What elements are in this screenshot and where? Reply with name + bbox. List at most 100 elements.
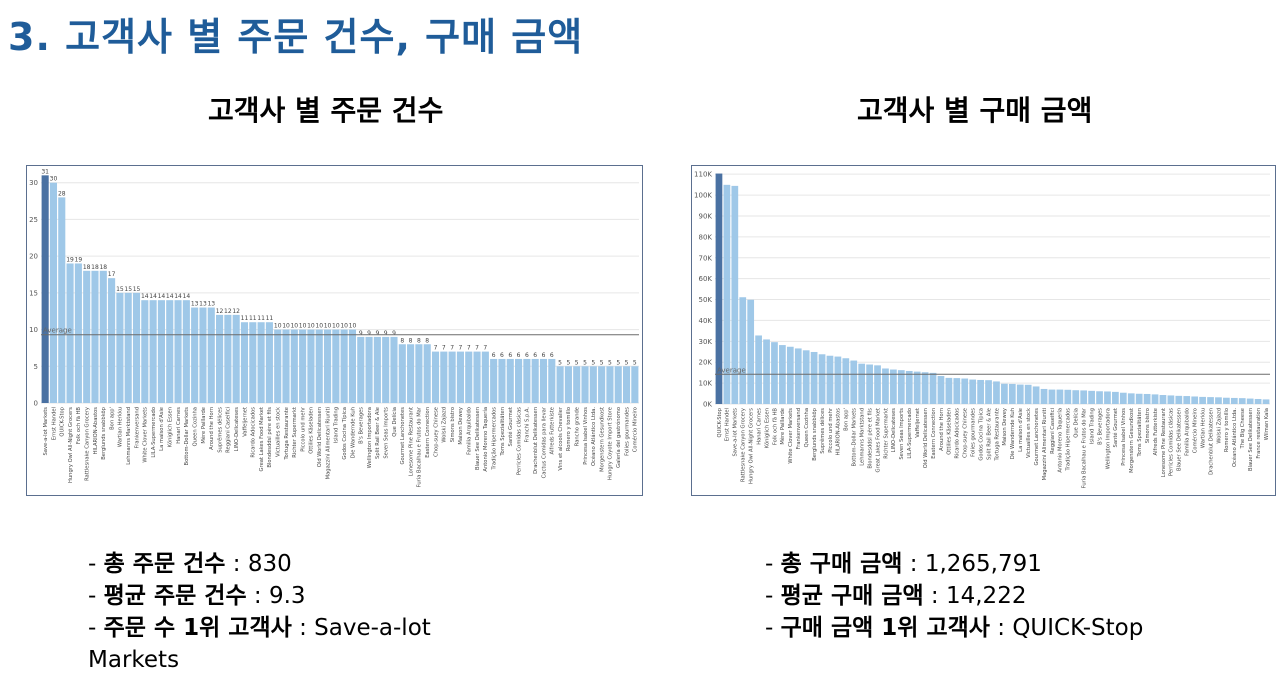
bar <box>207 307 215 403</box>
bar <box>282 329 290 403</box>
bar-value-label: 7 <box>459 345 463 352</box>
bar <box>810 351 818 404</box>
x-category-label: Island Trading <box>334 407 340 443</box>
x-category-label: Tortuga Restaurante <box>284 407 290 461</box>
x-category-label: Wilman Kala <box>1264 408 1270 440</box>
x-category-label: Victuailles en stock <box>276 407 282 457</box>
bar <box>985 380 992 404</box>
order-count-chart-panel: 0 5 10 15 20 25 30 31 Save-a-lot Markets 30 Ernst … <box>26 165 643 496</box>
bar <box>174 300 182 403</box>
bar-value-label: 28 <box>58 190 66 197</box>
bar <box>274 329 282 403</box>
x-category-label: Königlich Essen <box>168 407 174 447</box>
x-category-label: Blondesddsl père et fils <box>866 408 873 469</box>
x-category-label: Princesa Isabel Vinhos <box>1121 408 1127 466</box>
x-category-label: Océano Atlántico Ltda. <box>1231 408 1238 467</box>
bar-value-label: 11 <box>257 315 265 322</box>
bar-value-label: 7 <box>434 345 438 352</box>
bar <box>108 278 116 403</box>
bar <box>747 299 755 404</box>
bar <box>1207 397 1214 404</box>
x-category-label: Lonesome Pine Restaurant <box>1161 408 1167 477</box>
bar <box>415 344 423 403</box>
x-category-label: Wartian Herkku <box>1200 408 1206 448</box>
bar-value-label: 6 <box>533 352 537 359</box>
x-category-label: Godos Cocina Típica <box>977 408 984 461</box>
x-category-label: Tradição Hipermercados <box>491 407 497 471</box>
bar <box>858 363 866 404</box>
bar <box>1183 396 1191 404</box>
bar <box>977 379 984 404</box>
summary-top-order-customer: - 주문 수 1위 고객사 : Save-a-lot Markets <box>88 615 431 673</box>
x-category-label: HILARION-Abastos <box>93 407 99 455</box>
x-category-label: HILARION-Abastos <box>836 408 842 456</box>
bar <box>1040 388 1048 404</box>
x-category-label: Furia Bacalhau e Frutos do Mar <box>417 406 423 487</box>
bar <box>323 329 332 403</box>
x-category-label: Königlich Essen <box>764 408 770 448</box>
order-summary: - 총 주문 건수 : 830 - 평균 주문 건수 : 9.3 - 주문 수 … <box>88 548 508 676</box>
x-category-label: Wellington Importadora <box>1105 408 1111 469</box>
x-category-label: LINO-Delicateses <box>234 407 240 452</box>
bar <box>132 292 141 403</box>
bar <box>905 370 913 404</box>
x-category-label: Piccolo und mehr <box>300 406 306 452</box>
bar-value-label: 17 <box>108 271 116 278</box>
x-category-label: Great Lakes Food Market <box>875 408 881 472</box>
bar <box>731 185 739 404</box>
bar <box>556 366 564 403</box>
x-category-label: B's Beverages <box>1097 408 1103 445</box>
bar <box>842 358 850 404</box>
bar <box>490 358 498 403</box>
bar <box>83 270 91 403</box>
bar <box>1088 390 1095 404</box>
average-line-label: Average <box>717 366 746 374</box>
bar <box>866 364 873 404</box>
x-category-label: LINO-Delicateses <box>891 408 897 453</box>
bar <box>456 351 464 403</box>
x-category-label: Franchi S.p.A. <box>525 407 531 443</box>
x-category-label: Chop-suey Chinese <box>963 408 969 458</box>
x-category-label: Save-a-lot Markets <box>43 407 49 456</box>
bar <box>398 344 406 403</box>
x-category-label: Suprêmes délices <box>819 408 826 454</box>
bar <box>41 175 49 403</box>
bar-value-label: 31 <box>41 168 49 175</box>
bar-value-label: 6 <box>492 352 496 359</box>
bar <box>390 336 398 403</box>
bar <box>423 344 431 403</box>
bar-value-label: 5 <box>575 359 579 366</box>
x-category-label: Que Delícia <box>1073 408 1080 438</box>
bar <box>265 322 273 403</box>
y-tick-label: 20K <box>699 359 713 367</box>
bar-value-label: 5 <box>558 359 562 366</box>
bar-value-label: 14 <box>158 293 166 300</box>
y-tick-label: 0 <box>34 400 38 408</box>
bar <box>937 376 945 404</box>
bar <box>818 354 826 404</box>
x-category-label: Wolski Zajazd <box>1216 408 1222 444</box>
bar <box>1119 392 1127 404</box>
x-category-label: Lonesome Pine Restaurant <box>408 407 414 476</box>
x-category-label: Vaffeljernet <box>242 407 248 437</box>
x-category-label: The Big Cheese <box>1240 408 1246 449</box>
bar-value-label: 6 <box>525 352 529 359</box>
bar <box>1167 395 1175 404</box>
x-category-label: Piccolo und mehr <box>828 407 834 453</box>
x-category-label: Drachenblut Delikatessen <box>1208 408 1214 475</box>
x-category-label: Comércio Mineiro <box>632 407 639 452</box>
x-category-label: La maison d'Asie <box>1018 408 1024 452</box>
bar-value-label: 5 <box>600 359 604 366</box>
x-category-label: Queen Cozinha <box>192 407 198 446</box>
bar <box>448 351 456 403</box>
bar <box>913 371 921 404</box>
bar <box>481 351 489 403</box>
y-tick-label: 20 <box>29 253 38 261</box>
x-category-label: Furia Bacalhau e Frutos do Mar <box>1081 407 1087 488</box>
bar <box>589 366 597 403</box>
x-category-label: Split Rail Beer & Ale <box>986 408 992 460</box>
bar <box>606 366 614 403</box>
bar <box>890 369 897 404</box>
bar <box>548 358 556 403</box>
bar <box>124 292 132 403</box>
